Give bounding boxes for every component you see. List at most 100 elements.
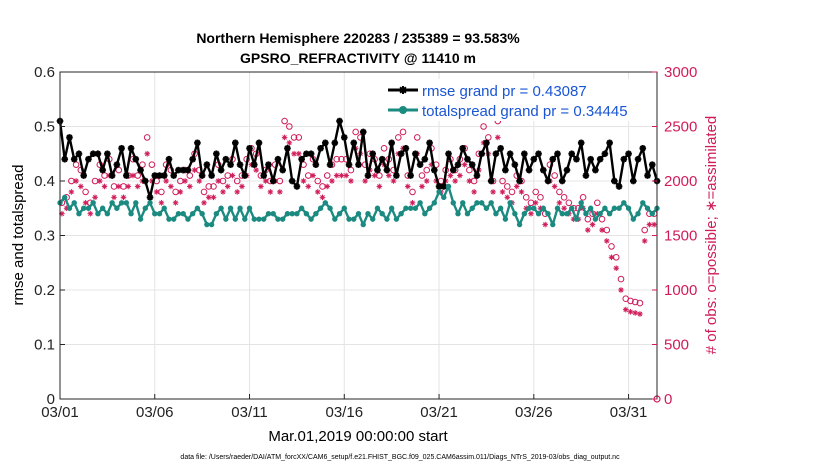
obs-possible-point bbox=[522, 194, 530, 201]
obs-possible-point bbox=[480, 123, 487, 130]
obs-possible-point bbox=[423, 166, 431, 174]
totalspread-point bbox=[379, 211, 385, 217]
rmse-point bbox=[615, 183, 623, 190]
rmse-point bbox=[454, 161, 462, 168]
rmse-point bbox=[487, 177, 495, 185]
obs-assimilated-point bbox=[191, 167, 198, 173]
rmse-point bbox=[492, 150, 500, 158]
totalspread-point bbox=[99, 205, 106, 211]
obs-assimilated-point bbox=[409, 200, 416, 206]
right-tick-label: 3000 bbox=[664, 64, 697, 81]
totalspread-point bbox=[161, 205, 167, 211]
totalspread-point bbox=[483, 205, 490, 211]
x-tick-label: 03/21 bbox=[420, 404, 458, 421]
rmse-point bbox=[596, 155, 604, 163]
obs-possible-point bbox=[295, 134, 303, 141]
totalspread-point bbox=[611, 205, 618, 211]
obs-assimilated-point bbox=[362, 178, 368, 184]
obs-possible-point bbox=[636, 299, 644, 307]
obs-assimilated-point bbox=[627, 309, 634, 315]
obs-possible-point bbox=[503, 183, 511, 190]
legend-rmse-marker bbox=[399, 86, 407, 94]
totalspread-point bbox=[569, 205, 575, 211]
obs-assimilated-point bbox=[153, 189, 160, 195]
obs-possible-point bbox=[286, 123, 293, 130]
totalspread-point bbox=[360, 221, 366, 228]
rmse-point bbox=[170, 172, 178, 179]
obs-assimilated-point bbox=[187, 183, 193, 190]
totalspread-point bbox=[152, 211, 158, 217]
obs-possible-point bbox=[352, 128, 359, 136]
rmse-point bbox=[459, 145, 467, 152]
rmse-point bbox=[232, 139, 239, 147]
obs-assimilated-point bbox=[286, 140, 293, 146]
obs-assimilated-point bbox=[603, 238, 610, 244]
totalspread-point bbox=[109, 200, 115, 206]
totalspread-point bbox=[540, 205, 546, 211]
series-1 bbox=[57, 183, 660, 228]
obs-assimilated-point bbox=[97, 178, 103, 184]
rmse-point bbox=[293, 183, 301, 190]
rmse-point bbox=[350, 139, 358, 147]
obs-assimilated-point bbox=[466, 178, 473, 184]
totalspread-point bbox=[189, 211, 196, 217]
totalspread-point bbox=[393, 216, 400, 222]
rmse-point bbox=[535, 150, 542, 158]
totalspread-point bbox=[516, 221, 523, 228]
rmse-point bbox=[611, 177, 618, 185]
totalspread-point bbox=[384, 216, 390, 222]
left-tick-label: 0.3 bbox=[34, 228, 55, 245]
totalspread-point bbox=[417, 200, 423, 206]
obs-assimilated-point bbox=[115, 183, 122, 190]
totalspread-point bbox=[237, 205, 243, 211]
totalspread-point bbox=[355, 211, 362, 217]
totalspread-point bbox=[275, 216, 281, 222]
obs-possible-point bbox=[395, 134, 402, 141]
rmse-point bbox=[146, 194, 154, 201]
rmse-point bbox=[307, 150, 315, 158]
rmse-point bbox=[573, 155, 580, 163]
obs-possible-point bbox=[579, 194, 587, 201]
rmse-point bbox=[511, 161, 519, 168]
rmse-point bbox=[189, 155, 196, 163]
obs-possible-point bbox=[380, 145, 388, 152]
obs-possible-point bbox=[143, 134, 151, 141]
totalspread-point bbox=[460, 200, 466, 206]
rmse-point bbox=[563, 166, 571, 174]
totalspread-point bbox=[128, 211, 134, 217]
rmse-point bbox=[208, 172, 215, 179]
totalspread-point bbox=[559, 211, 565, 217]
obs-assimilated-point bbox=[490, 189, 496, 195]
totalspread-point bbox=[327, 205, 333, 211]
obs-assimilated-point bbox=[281, 134, 288, 141]
obs-possible-point bbox=[323, 172, 331, 179]
rmse-point bbox=[317, 145, 324, 152]
left-tick-label: 0.6 bbox=[34, 64, 55, 81]
obs-possible-point bbox=[608, 243, 615, 250]
rmse-point bbox=[397, 150, 405, 158]
rmse-point bbox=[431, 166, 438, 174]
rmse-point bbox=[606, 139, 613, 147]
obs-assimilated-point bbox=[348, 178, 354, 184]
totalspread-point bbox=[455, 211, 461, 217]
obs-assimilated-point bbox=[495, 134, 501, 141]
obs-assimilated-point bbox=[447, 172, 454, 179]
right-tick-label: 500 bbox=[664, 337, 689, 354]
rmse-point bbox=[108, 172, 116, 179]
rmse-point bbox=[502, 166, 509, 174]
totalspread-point bbox=[478, 200, 485, 206]
totalspread-point bbox=[317, 205, 324, 211]
obs-possible-point bbox=[314, 177, 322, 185]
gridlines bbox=[60, 72, 657, 399]
obs-assimilated-point bbox=[632, 310, 639, 316]
totalspread-point bbox=[578, 200, 584, 206]
obs-assimilated-point bbox=[499, 189, 506, 195]
obs-assimilated-point bbox=[343, 172, 349, 179]
obs-possible-point bbox=[205, 183, 213, 190]
rmse-point bbox=[298, 155, 305, 163]
totalspread-point bbox=[464, 211, 471, 217]
totalspread-point bbox=[649, 211, 655, 217]
obs-assimilated-point bbox=[134, 183, 141, 190]
rmse-point bbox=[284, 145, 291, 152]
obs-possible-point bbox=[200, 188, 208, 196]
